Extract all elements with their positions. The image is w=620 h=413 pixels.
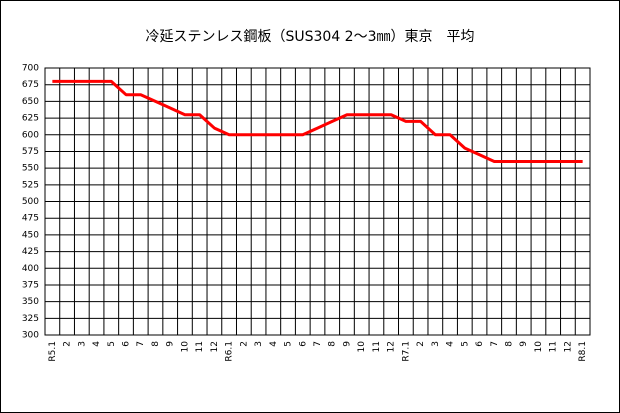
y-tick-label: 400 — [22, 264, 39, 274]
x-tick-label: 12 — [210, 341, 220, 352]
y-tick-label: 350 — [22, 297, 39, 307]
x-tick-label: R5.1 — [48, 341, 58, 362]
y-tick-label: 700 — [22, 64, 39, 74]
x-tick-label: R8.1 — [578, 341, 588, 362]
x-tick-label: 6 — [298, 341, 308, 347]
x-tick-label: 2 — [416, 341, 426, 347]
series-line — [52, 79, 583, 163]
y-tick-label: 675 — [22, 80, 39, 90]
y-tick-label: 425 — [22, 247, 39, 257]
x-tick-label: 11 — [372, 341, 382, 352]
x-tick-label: 4 — [446, 341, 456, 347]
y-tick-label: 600 — [22, 130, 39, 140]
x-tick-label: 7 — [490, 341, 500, 347]
x-tick-label: 5 — [107, 341, 117, 347]
y-tick-label: 475 — [22, 214, 39, 224]
x-tick-label: 7 — [136, 341, 146, 347]
y-tick-label: 450 — [22, 230, 39, 240]
chart-title: 冷延ステンレス鋼板（SUS304 2～3㎜）東京 平均 — [145, 29, 474, 45]
y-tick-label: 500 — [22, 197, 39, 207]
x-tick-label: 4 — [92, 341, 102, 347]
x-tick-label: 2 — [63, 341, 73, 347]
y-tick-label: 375 — [22, 280, 39, 290]
x-tick-label: 4 — [269, 341, 279, 347]
y-tick-label: 625 — [22, 114, 39, 124]
y-tick-label: 550 — [22, 164, 39, 174]
x-tick-label: 10 — [534, 341, 544, 353]
x-tick-label: R7.1 — [401, 341, 411, 362]
x-tick-label: 9 — [342, 341, 352, 347]
y-tick-label: 525 — [22, 180, 39, 190]
x-tick-label: 9 — [519, 341, 529, 347]
x-tick-label: 11 — [195, 341, 205, 352]
x-tick-label: 6 — [475, 341, 485, 347]
x-tick-label: 7 — [313, 341, 323, 347]
x-tick-label: 3 — [254, 341, 264, 347]
x-tick-label: 3 — [431, 341, 441, 347]
x-tick-label: 3 — [77, 341, 87, 347]
x-tick-label: 2 — [239, 341, 249, 347]
x-tick-label: 12 — [563, 341, 573, 352]
x-tick-label: 8 — [504, 341, 514, 347]
y-tick-label: 575 — [22, 147, 39, 157]
x-tick-label: 9 — [166, 341, 176, 347]
x-tick-label: 5 — [460, 341, 470, 347]
y-tick-label: 650 — [22, 97, 39, 107]
x-tick-label: R6.1 — [225, 341, 235, 362]
y-tick-label: 325 — [22, 314, 39, 324]
x-tick-label: 6 — [122, 341, 132, 347]
x-tick-label: 8 — [151, 341, 161, 347]
x-tick-label: 11 — [549, 341, 559, 352]
x-tick-label: 10 — [180, 341, 190, 353]
x-tick-label: 10 — [357, 341, 367, 353]
x-tick-label: 12 — [387, 341, 397, 352]
y-tick-label: 300 — [22, 331, 39, 341]
x-tick-label: 5 — [284, 341, 294, 347]
x-tick-label: 8 — [328, 341, 338, 347]
